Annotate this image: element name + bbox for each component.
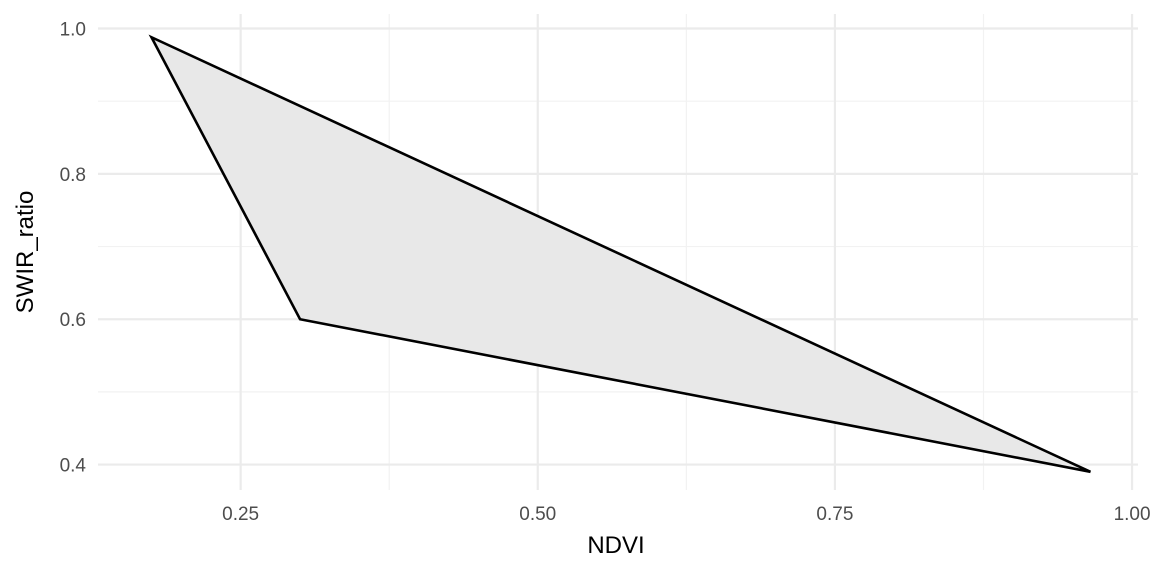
data-polygon xyxy=(148,34,1092,474)
major-gridlines xyxy=(98,14,1138,490)
x-tick-label: 1.00 xyxy=(1114,504,1151,525)
polygon-layer xyxy=(148,34,1092,474)
y-tick-label: 0.4 xyxy=(60,456,87,477)
y-tick-label: 1.0 xyxy=(60,20,86,41)
y-tick-label: 0.8 xyxy=(60,165,86,186)
x-axis-title: NDVI xyxy=(587,532,644,559)
x-tick-label: 0.25 xyxy=(222,504,259,525)
y-axis-tick-labels: 0.4 0.6 0.8 1.0 xyxy=(60,20,87,477)
y-tick-label: 0.6 xyxy=(60,310,86,331)
x-tick-label: 0.75 xyxy=(816,504,853,525)
y-axis-title: SWIR_ratio xyxy=(12,191,39,314)
x-tick-label: 0.50 xyxy=(519,504,556,525)
x-axis-tick-labels: 0.25 0.50 0.75 1.00 xyxy=(222,504,1150,525)
